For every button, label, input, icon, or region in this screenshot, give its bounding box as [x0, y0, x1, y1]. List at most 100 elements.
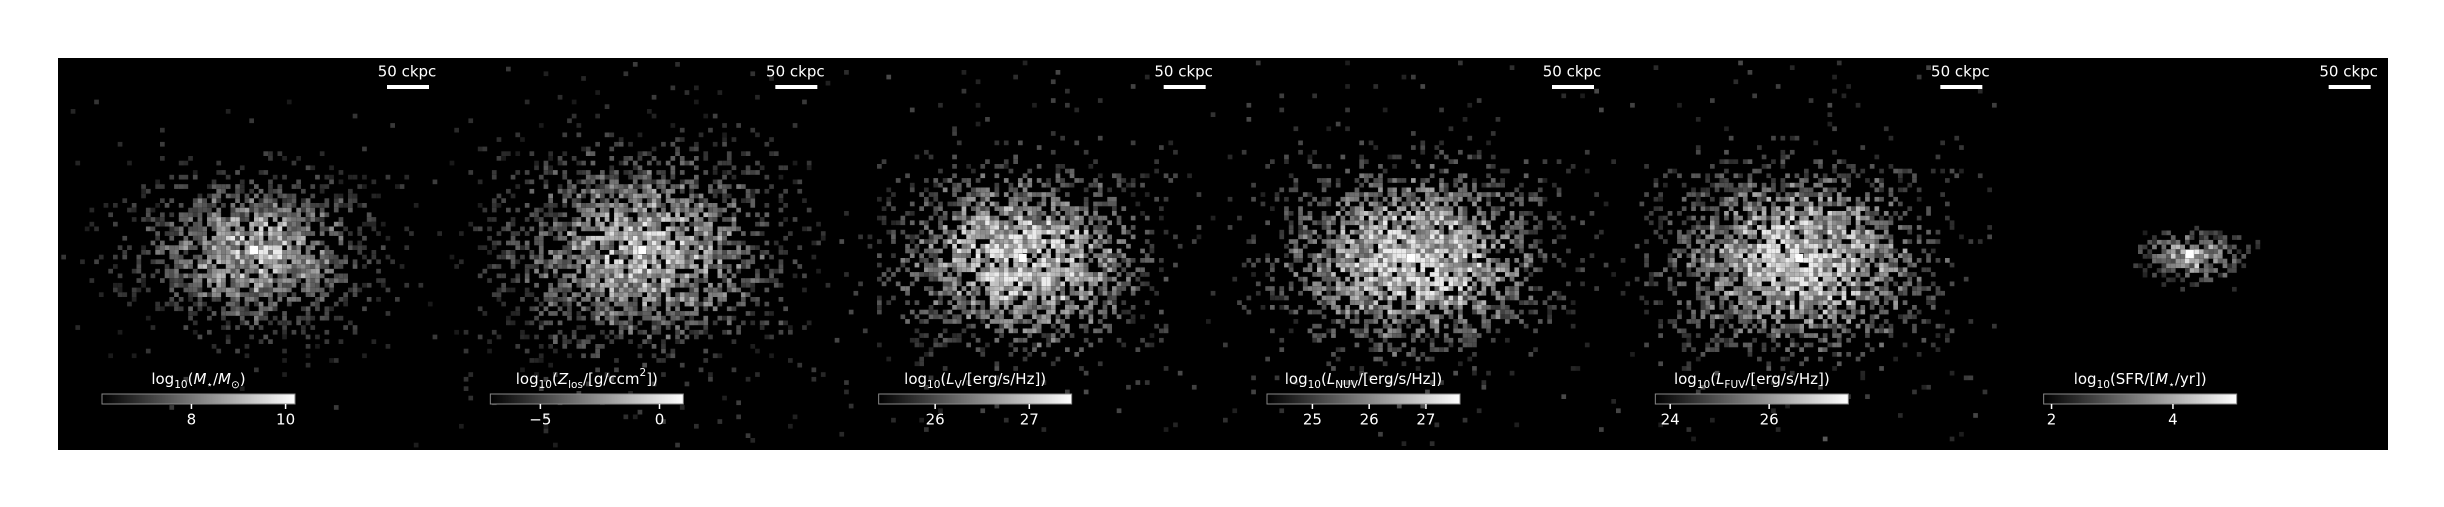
pixel [971, 262, 976, 268]
pixel [524, 320, 530, 326]
pixel [477, 203, 483, 208]
pixel [520, 226, 525, 232]
pixel [1050, 309, 1056, 315]
pixel [802, 325, 807, 330]
pixel [557, 235, 563, 241]
pixel [684, 254, 690, 260]
pixel [1069, 173, 1075, 179]
pixel [1008, 352, 1014, 357]
pixel [1411, 262, 1416, 268]
pixel [1373, 239, 1379, 244]
pixel [249, 240, 254, 246]
pixel [1411, 201, 1416, 207]
pixel [1415, 276, 1421, 282]
pixel [371, 217, 377, 222]
pixel [543, 292, 549, 297]
pixel [1368, 337, 1374, 343]
pixel [1509, 286, 1515, 291]
pixel [1307, 154, 1313, 160]
pixel [942, 276, 948, 282]
pixel [310, 282, 316, 288]
pixel [178, 217, 184, 222]
pixel [1003, 159, 1009, 164]
pixel [520, 367, 525, 373]
pixel [609, 264, 615, 269]
pixel [567, 282, 572, 288]
pixel [909, 309, 915, 315]
pixel [595, 297, 600, 302]
pixel [679, 170, 685, 175]
label-part: L [946, 370, 954, 388]
pixel [291, 212, 297, 218]
pixel [1112, 309, 1117, 315]
pixel [1514, 234, 1520, 240]
pixel [207, 278, 212, 283]
pixel [731, 273, 737, 279]
pixel [909, 182, 915, 188]
pixel [1093, 229, 1098, 235]
pixel [1476, 192, 1482, 197]
pixel [1556, 258, 1562, 263]
pixel [1036, 319, 1042, 324]
pixel [1102, 258, 1108, 263]
pixel [994, 239, 1000, 244]
pixel [333, 221, 339, 227]
pixel [1293, 182, 1299, 188]
pixel [994, 300, 1000, 305]
pixel [1079, 206, 1084, 211]
pixel [651, 221, 657, 227]
pixel [684, 311, 690, 316]
pixel [698, 207, 704, 213]
pixel [1018, 239, 1023, 244]
pixel [183, 240, 189, 246]
pixel [131, 203, 137, 208]
pixel [510, 240, 516, 246]
pixel [562, 245, 568, 250]
pixel [1429, 239, 1435, 244]
pixel [670, 221, 676, 227]
pixel [938, 272, 943, 277]
pixel [557, 278, 563, 283]
pixel [1302, 281, 1308, 287]
pixel [1542, 300, 1548, 305]
pixel [1396, 211, 1402, 216]
pixel [971, 333, 976, 338]
pixel [1097, 276, 1103, 282]
pixel [1032, 286, 1037, 291]
pixel [333, 231, 339, 236]
pixel [169, 268, 175, 274]
pixel [924, 187, 929, 193]
pixel [515, 278, 521, 283]
pixel [632, 184, 638, 189]
pixel [178, 297, 184, 302]
pixel [656, 198, 662, 203]
pixel [1107, 258, 1112, 263]
pixel [1420, 84, 1426, 89]
pixel [385, 254, 391, 260]
pixel [1387, 239, 1393, 244]
pixel [656, 297, 662, 302]
pixel [1368, 267, 1374, 273]
pixel [1378, 272, 1383, 277]
pixel [286, 193, 292, 199]
pixel [576, 254, 582, 260]
pixel [543, 184, 549, 189]
pixel [1107, 267, 1112, 273]
pixel [1425, 389, 1430, 395]
pixel [1537, 253, 1543, 258]
pixel [543, 428, 549, 434]
pixel [1018, 243, 1023, 249]
pixel [1354, 286, 1360, 291]
pixel [338, 259, 344, 265]
pixel [1523, 276, 1529, 282]
pixel [647, 109, 652, 114]
pixel [1102, 276, 1108, 282]
pixel [741, 292, 746, 297]
pixel [1434, 248, 1440, 254]
pixel [1065, 234, 1070, 240]
pixel [1097, 290, 1103, 296]
pixel [543, 179, 549, 185]
pixel [623, 184, 629, 189]
pixel [1279, 229, 1285, 235]
pixel [745, 433, 751, 438]
